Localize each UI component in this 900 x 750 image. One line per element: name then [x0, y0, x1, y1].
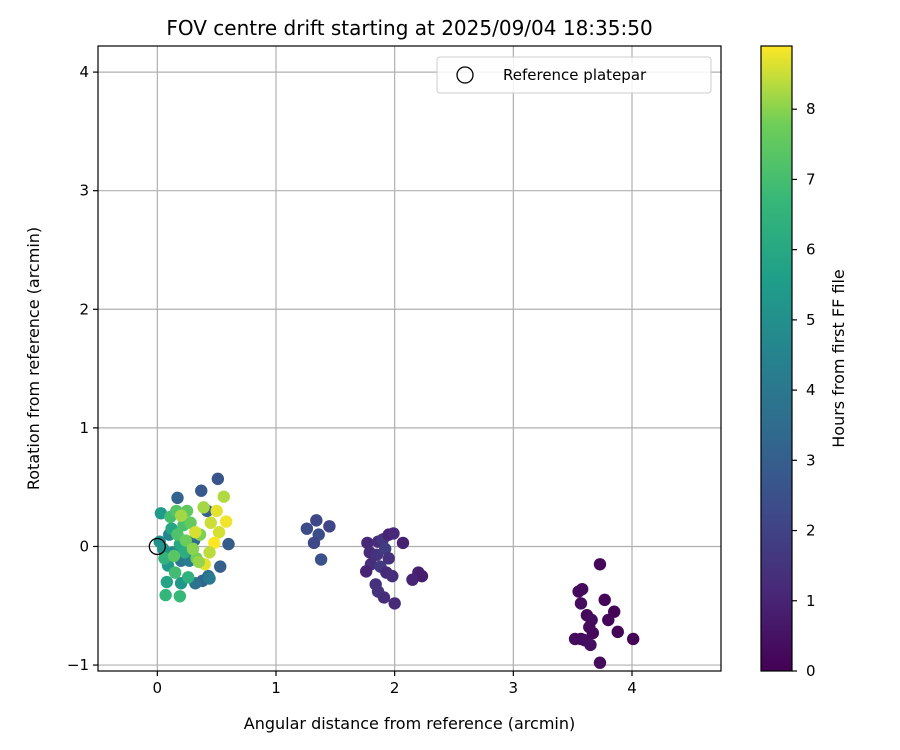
data-point [171, 491, 184, 505]
colorbar-label: Hours from first FF file [829, 269, 848, 448]
data-point [158, 552, 171, 565]
y-tick-label: 2 [79, 300, 89, 318]
colorbar-tick-label: 7 [806, 170, 816, 188]
data-point [173, 590, 187, 603]
data-point [307, 536, 321, 550]
colorbar-tick-label: 5 [806, 311, 816, 329]
colorbar-tick-label: 1 [806, 592, 816, 610]
data-point [310, 514, 323, 527]
data-point [593, 558, 607, 571]
data-point [192, 555, 206, 569]
data-point [386, 569, 399, 583]
data-point [174, 509, 188, 522]
data-point [388, 597, 401, 610]
data-point [584, 638, 597, 652]
data-point [157, 542, 170, 556]
colorbar-tick-label: 4 [806, 381, 816, 399]
x-tick-label: 4 [627, 679, 637, 697]
data-point [159, 588, 172, 602]
data-point [361, 536, 374, 550]
colorbar-tick-label: 6 [806, 241, 816, 259]
data-point [593, 656, 607, 669]
data-points [153, 472, 640, 669]
legend-box [436, 56, 712, 94]
colorbar-tick-label: 0 [806, 662, 816, 680]
data-point [382, 552, 395, 565]
data-point [210, 504, 223, 518]
colorbar: 0 1 2 3 4 5 6 7 8 Hours from first FF file [760, 45, 848, 680]
data-point [377, 591, 391, 604]
data-point [167, 549, 181, 563]
x-tick-label: 0 [153, 679, 163, 697]
data-point [387, 527, 400, 540]
data-point [186, 542, 200, 556]
x-axis-ticks: 0 1 2 3 4 [153, 671, 637, 697]
data-point [204, 516, 217, 529]
data-point [212, 526, 226, 539]
y-axis-label: Rotation from reference (arcmin) [24, 227, 43, 490]
x-tick-label: 3 [509, 679, 519, 697]
y-tick-label: −1 [67, 656, 89, 674]
data-point [211, 472, 225, 486]
legend-open-circle-marker [456, 66, 474, 84]
grid [98, 46, 721, 671]
legend: Reference platepar [436, 56, 712, 94]
x-axis-label: Angular distance from reference (arcmin) [244, 714, 575, 733]
data-point [611, 625, 624, 639]
data-point [208, 536, 221, 550]
data-point [195, 484, 208, 497]
data-point [203, 572, 216, 585]
data-point [602, 613, 615, 627]
data-point [359, 565, 373, 578]
data-point [314, 553, 328, 566]
x-tick-label: 2 [390, 679, 400, 697]
data-point [214, 560, 227, 573]
data-point [626, 632, 640, 646]
colorbar-gradient [760, 45, 793, 672]
data-point [181, 571, 195, 584]
colorbar-tick-label: 2 [806, 522, 816, 540]
data-point [323, 520, 336, 533]
data-point [160, 575, 174, 589]
colorbar-tick-label: 3 [806, 451, 816, 469]
chart-title: FOV centre drift starting at 2025/09/04 … [166, 16, 652, 40]
data-point [300, 522, 314, 535]
data-point [378, 542, 392, 556]
x-tick-label: 1 [271, 679, 281, 697]
data-point [222, 537, 235, 551]
data-point [197, 501, 210, 514]
data-point [154, 507, 168, 520]
data-point [575, 582, 589, 596]
data-point [184, 516, 197, 529]
data-point [203, 546, 216, 559]
data-point [574, 597, 588, 610]
data-point [406, 573, 419, 586]
colorbar-tick-label: 8 [806, 100, 816, 118]
data-point [586, 626, 600, 640]
data-point [598, 593, 611, 607]
data-point [219, 515, 233, 528]
data-point [396, 536, 410, 550]
y-tick-label: 4 [79, 63, 89, 81]
reference-platepar-marker [148, 537, 166, 556]
colorbar-ticks: 0 1 2 3 4 5 6 7 8 [792, 100, 816, 680]
y-tick-label: 0 [79, 537, 89, 555]
legend-entry-label: Reference platepar [503, 66, 647, 84]
data-point [179, 534, 193, 547]
y-tick-label: 3 [79, 182, 89, 200]
data-point [415, 569, 429, 583]
data-point [168, 566, 182, 579]
data-point [217, 490, 230, 503]
plot-frame [97, 45, 722, 672]
y-tick-label: 1 [79, 419, 89, 437]
y-axis-ticks: −1 0 1 2 3 4 [67, 63, 98, 674]
data-point [189, 526, 202, 539]
